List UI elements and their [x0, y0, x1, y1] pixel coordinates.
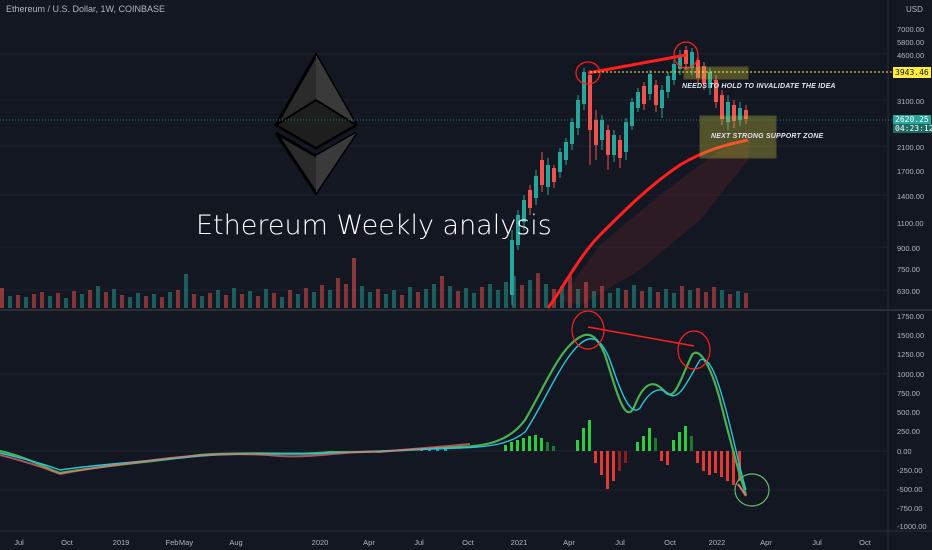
time-axis-label: Apr — [760, 538, 772, 547]
histogram-baseline-trace — [0, 443, 471, 476]
time-axis-label: Jul — [414, 538, 424, 547]
time-axis-label: Oct — [859, 538, 871, 547]
time-axis-label: Apr — [363, 538, 375, 547]
oscillator-axis-label: 1250.00 — [897, 350, 925, 359]
oscillator-axis-label: -750.00 — [897, 504, 923, 513]
time-axis-label: Aug — [229, 538, 243, 547]
price-pane[interactable] — [0, 0, 888, 309]
time-axis-label: Feb — [165, 538, 179, 547]
volume-bars — [0, 258, 748, 308]
oscillator-axis-label: -500.00 — [897, 485, 923, 494]
time-axis-label: May — [178, 538, 194, 547]
time-axis-label: Oct — [61, 538, 73, 547]
price-axis-label: 5800.00 — [897, 38, 925, 47]
time-axis-label: Oct — [462, 538, 474, 547]
time-axis-label: Jul — [615, 538, 625, 547]
double-top-trendline — [587, 53, 687, 75]
oscillator-axis-label: 500.00 — [897, 408, 920, 417]
oscillator-axis-label: 250.00 — [897, 427, 920, 436]
time-axis-label: 2022 — [708, 538, 726, 547]
currency-label: USD — [906, 5, 923, 14]
time-axis-label: Oct — [664, 538, 676, 547]
time-axis-label: 2019 — [112, 538, 130, 547]
current-price-tag: 2620.25 — [893, 115, 931, 124]
price-axis-label: 630.00 — [897, 287, 920, 296]
price-axis-label: 2100.00 — [897, 143, 925, 152]
oscillator-peak-circle-2 — [677, 330, 711, 370]
ethereum-logo — [273, 51, 359, 196]
top-circle-2 — [673, 41, 699, 69]
resistance-note: NEEDS TO HOLD TO INVALIDATE THE IDEA — [682, 83, 836, 90]
oscillator-axis-label: 750.00 — [897, 389, 920, 398]
time-axis-label: Jul — [812, 538, 822, 547]
price-axis-label: 1400.00 — [897, 192, 925, 201]
oscillator-peak-circle-1 — [571, 310, 605, 350]
bearish-divergence-line — [587, 326, 695, 347]
price-axis-label: 1100.00 — [897, 219, 924, 228]
oscillator-pane[interactable] — [0, 311, 888, 531]
resistance-price-tag: 3943.46 — [893, 67, 931, 78]
resistance-zone[interactable] — [683, 66, 749, 80]
ma-shadow-area — [560, 140, 750, 305]
price-axis-label: 7000.00 — [897, 25, 925, 34]
time-axis-label: 2021 — [510, 538, 528, 547]
time-axis-label: Apr — [563, 538, 575, 547]
price-axis-label: 900.00 — [897, 244, 920, 253]
analysis-headline: Ethereum Weekly analysis — [196, 210, 552, 241]
oscillator-axis-label: 1500.00 — [897, 331, 925, 340]
symbol-title[interactable]: Ethereum / U.S. Dollar, 1W, COINBASE — [6, 4, 166, 14]
bar-countdown-tag: 04:23:12 — [893, 124, 932, 133]
support-note: NEXT STRONG SUPPORT ZONE — [711, 133, 824, 140]
time-axis-label: 2020 — [311, 538, 329, 547]
support-zone[interactable] — [699, 115, 777, 159]
oscillator-axis-label: 1750.00 — [897, 312, 925, 321]
top-circle-1 — [575, 61, 601, 85]
time-axis-label: Jul — [14, 538, 24, 547]
price-axis-label: 1700.00 — [897, 167, 925, 176]
oscillator-axis-label: -250.00 — [897, 466, 923, 475]
oscillator-tail — [737, 483, 747, 497]
price-candles — [510, 46, 748, 305]
oscillator-bottom-circle — [734, 473, 770, 507]
price-axis-label: 750.00 — [897, 265, 920, 274]
oscillator-axis-label: -1000.00 — [897, 522, 927, 531]
moving-average-line — [546, 138, 749, 309]
oscillator-axis-label: 0.00 — [897, 447, 912, 456]
price-axis-label: 3100.00 — [897, 97, 925, 106]
oscillator-axis-label: 1000.00 — [897, 370, 925, 379]
price-axis-label: 4600.00 — [897, 51, 925, 60]
